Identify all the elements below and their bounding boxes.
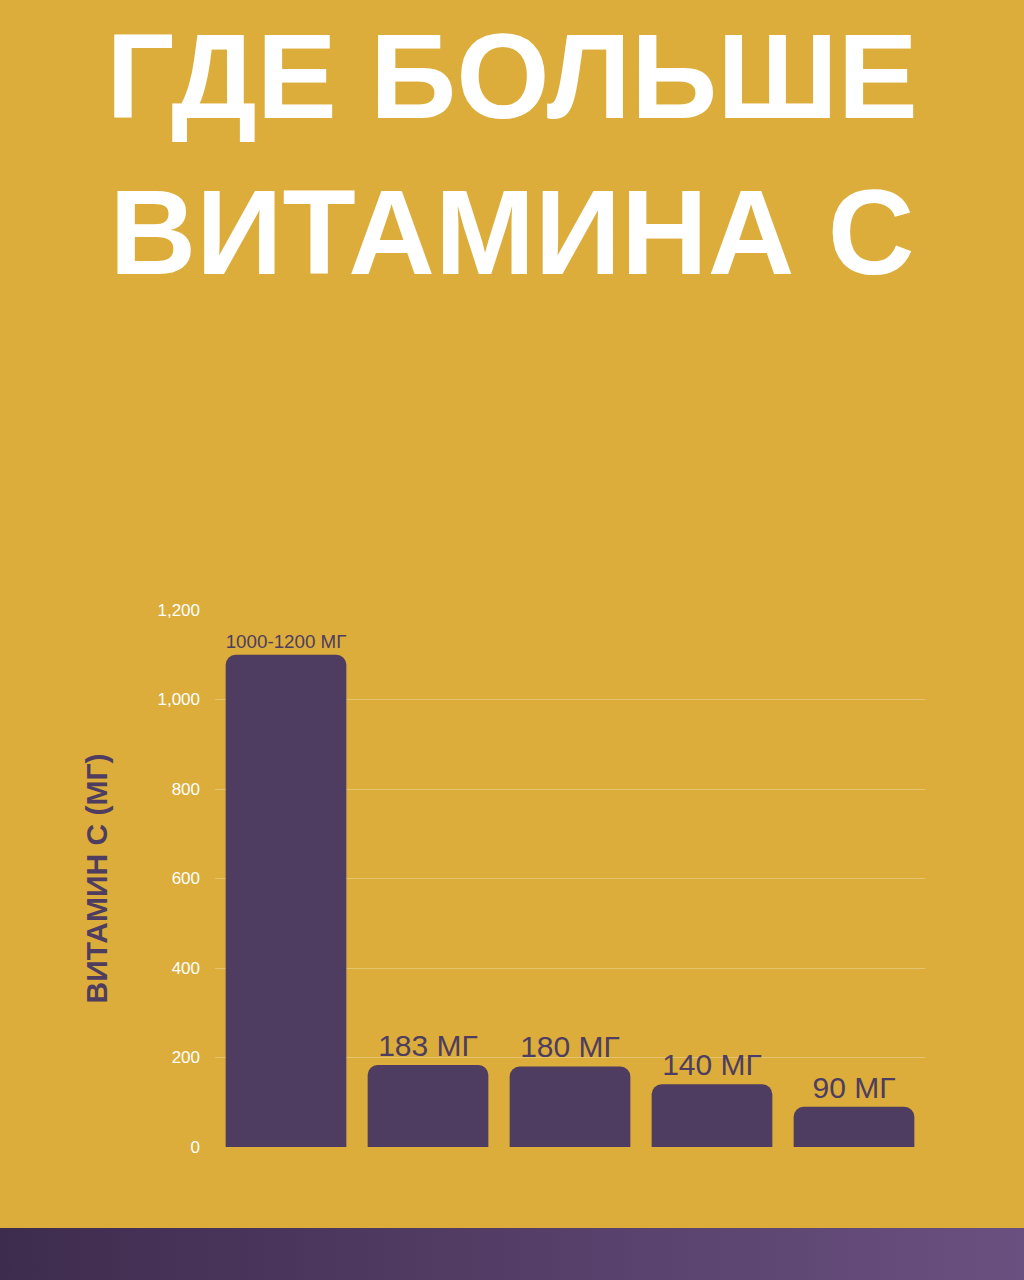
svg-text:183 МГ: 183 МГ bbox=[378, 1029, 478, 1062]
svg-text:ВИТАМИН С (МГ): ВИТАМИН С (МГ) bbox=[80, 754, 113, 1004]
svg-text:90 МГ: 90 МГ bbox=[813, 1071, 896, 1104]
svg-text:180 МГ: 180 МГ bbox=[520, 1030, 620, 1063]
svg-text:1000-1200 МГ: 1000-1200 МГ bbox=[226, 631, 347, 652]
svg-text:140 МГ: 140 МГ bbox=[662, 1048, 762, 1081]
svg-text:800: 800 bbox=[172, 780, 200, 799]
svg-text:400: 400 bbox=[172, 959, 200, 978]
svg-text:600: 600 bbox=[172, 869, 200, 888]
svg-text:ГДЕ БОЛЬШЕВИТАМИНА С: ГДЕ БОЛЬШЕВИТАМИНА С bbox=[106, 9, 918, 299]
svg-text:1,000: 1,000 bbox=[157, 690, 200, 709]
svg-text:1,200: 1,200 bbox=[157, 601, 200, 620]
svg-text:0: 0 bbox=[191, 1138, 200, 1157]
svg-text:200: 200 bbox=[172, 1048, 200, 1067]
